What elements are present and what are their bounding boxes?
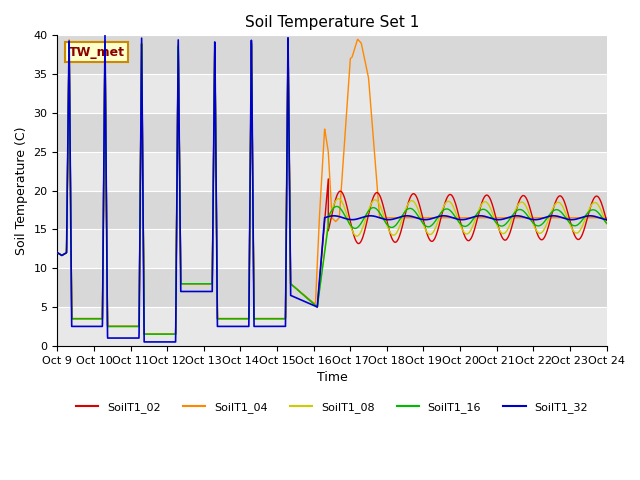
Bar <box>58 113 607 152</box>
Y-axis label: Soil Temperature (C): Soil Temperature (C) <box>15 126 28 255</box>
Bar <box>58 36 607 74</box>
Legend: SoilT1_02, SoilT1_04, SoilT1_08, SoilT1_16, SoilT1_32: SoilT1_02, SoilT1_04, SoilT1_08, SoilT1_… <box>71 398 593 418</box>
Bar <box>58 191 607 229</box>
Bar <box>58 152 607 191</box>
Bar <box>58 268 607 307</box>
Text: TW_met: TW_met <box>68 46 124 59</box>
X-axis label: Time: Time <box>317 371 348 384</box>
Bar <box>58 229 607 268</box>
Title: Soil Temperature Set 1: Soil Temperature Set 1 <box>244 15 419 30</box>
Bar <box>58 307 607 346</box>
Bar <box>58 74 607 113</box>
